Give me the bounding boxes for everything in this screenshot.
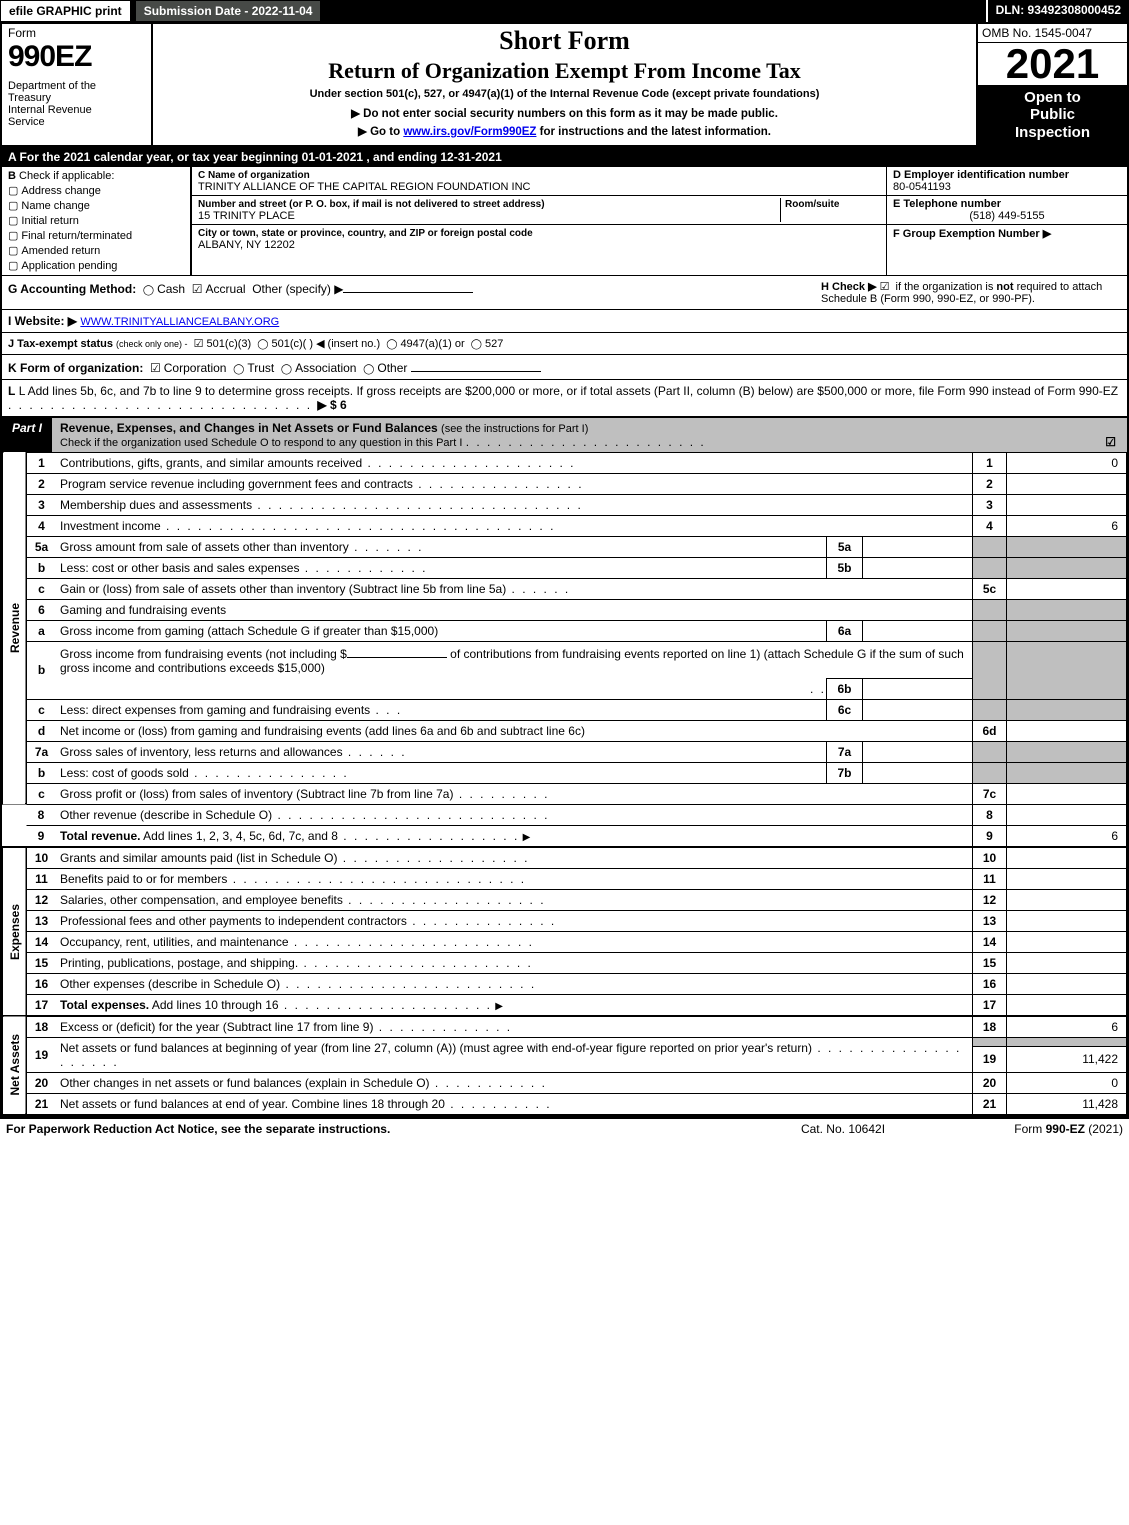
line-17-value [1007, 994, 1127, 1016]
check-address-change[interactable]: Address change [8, 184, 184, 197]
check-application-pending[interactable]: Application pending [8, 259, 184, 272]
row-l-gross-receipts: L L Add lines 5b, 6c, and 7b to line 9 t… [2, 380, 1127, 418]
org-name: TRINITY ALLIANCE OF THE CAPITAL REGION F… [198, 181, 531, 193]
line-7b-value [863, 762, 973, 783]
website-link[interactable]: WWW.TRINITYALLIANCEALBANY.ORG [80, 316, 279, 328]
top-bar: efile GRAPHIC print Submission Date - 20… [0, 0, 1129, 22]
line-21-value: 11,428 [1007, 1093, 1127, 1114]
org-corporation[interactable]: Corporation [150, 361, 226, 375]
line-6b-value [863, 678, 973, 699]
line-6c-value [863, 699, 973, 720]
cat-no: Cat. No. 10642I [743, 1122, 943, 1136]
check-initial-return[interactable]: Initial return [8, 214, 184, 227]
box-c: C Name of organization TRINITY ALLIANCE … [192, 167, 887, 275]
open-to-public: Open toPublicInspection [978, 85, 1127, 145]
check-amended-return[interactable]: Amended return [8, 244, 184, 257]
paperwork-notice: For Paperwork Reduction Act Notice, see … [6, 1122, 743, 1136]
form-header: Form 990EZ Department of theTreasuryInte… [2, 24, 1127, 147]
row-j-tax-exempt: J Tax-exempt status (check only one) - 5… [2, 333, 1127, 355]
spacer [325, 0, 985, 22]
line-10-value [1007, 847, 1127, 869]
part-i-table: Revenue 1 Contributions, gifts, grants, … [2, 452, 1127, 1115]
row-i-website: I Website: ▶ WWW.TRINITYALLIANCEALBANY.O… [2, 310, 1127, 333]
efile-print[interactable]: efile GRAPHIC print [0, 0, 131, 22]
line-11-value [1007, 868, 1127, 889]
tax-year: 2021 [978, 43, 1127, 85]
submission-date: Submission Date - 2022-11-04 [135, 0, 322, 22]
line-20-value: 0 [1007, 1072, 1127, 1093]
subtitle: Under section 501(c), 527, or 4947(a)(1)… [159, 88, 970, 100]
part-i-tag: Part I [2, 418, 52, 452]
org-other-input[interactable] [411, 359, 541, 372]
arrow-icon [523, 829, 531, 843]
check-name-change[interactable]: Name change [8, 199, 184, 212]
line-15-value [1007, 952, 1127, 973]
sub-ssn-warning: ▶ Do not enter social security numbers o… [159, 106, 970, 120]
schedule-o-check[interactable] [1105, 435, 1119, 449]
row-k-form-org: K Form of organization: Corporation Trus… [2, 355, 1127, 380]
accounting-cash[interactable]: Cash [143, 282, 185, 296]
page-footer: For Paperwork Reduction Act Notice, see … [0, 1117, 1129, 1139]
status-501c[interactable]: 501(c)( ) [257, 338, 313, 350]
line-13-value [1007, 910, 1127, 931]
line-6b-contrib-input[interactable] [347, 645, 447, 658]
line-14-value [1007, 931, 1127, 952]
section-b-c-d: B Check if applicable: Address change Na… [2, 167, 1127, 276]
line-18-value: 6 [1007, 1016, 1127, 1038]
title-short-form: Short Form [159, 26, 970, 56]
line-19-value: 11,422 [1007, 1046, 1127, 1072]
box-d-e-f: D Employer identification number 80-0541… [887, 167, 1127, 275]
org-trust[interactable]: Trust [233, 361, 274, 375]
line-7a-value [863, 741, 973, 762]
line-1-value: 0 [1007, 452, 1127, 473]
room-suite-label: Room/suite [785, 199, 839, 210]
status-4947a1[interactable]: 4947(a)(1) or [386, 338, 464, 350]
box-h: H Check ▶ if the organization is not req… [811, 280, 1121, 305]
line-2-value [1007, 473, 1127, 494]
line-12-value [1007, 889, 1127, 910]
check-final-return[interactable]: Final return/terminated [8, 229, 184, 242]
line-7c-value [1007, 783, 1127, 804]
part-i-header: Part I Revenue, Expenses, and Changes in… [2, 418, 1127, 452]
row-g-h: G Accounting Method: Cash Accrual Other … [2, 276, 1127, 310]
side-tab-revenue: Revenue [3, 452, 27, 804]
form-ref: Form 990-EZ (2021) [943, 1122, 1123, 1136]
dln: DLN: 93492308000452 [986, 0, 1129, 22]
status-527[interactable]: 527 [471, 338, 504, 350]
box-b: B Check if applicable: Address change Na… [2, 167, 192, 275]
org-association[interactable]: Association [281, 361, 357, 375]
line-5b-value [863, 557, 973, 578]
line-6d-value [1007, 720, 1127, 741]
telephone: (518) 449-5155 [893, 210, 1121, 222]
gross-receipts-amount: ▶ $ 6 [317, 398, 346, 412]
arrow-icon [495, 998, 503, 1012]
line-4-value: 6 [1007, 515, 1127, 536]
row-a-tax-year: A For the 2021 calendar year, or tax yea… [2, 147, 1127, 167]
street-address: 15 TRINITY PLACE [198, 210, 295, 222]
line-16-value [1007, 973, 1127, 994]
title-main: Return of Organization Exempt From Incom… [159, 58, 970, 84]
sub-goto: ▶ Go to www.irs.gov/Form990EZ for instru… [159, 124, 970, 138]
side-tab-expenses: Expenses [3, 847, 27, 1016]
form-number: 990EZ [8, 40, 145, 74]
accounting-other-input[interactable] [343, 280, 473, 293]
line-6a-value [863, 620, 973, 641]
ein: 80-0541193 [893, 181, 951, 193]
line-5c-value [1007, 578, 1127, 599]
form-word: Form [8, 26, 145, 40]
city-state-zip: ALBANY, NY 12202 [198, 239, 295, 251]
irs-link[interactable]: www.irs.gov/Form990EZ [403, 126, 536, 138]
status-501c3[interactable]: 501(c)(3) [194, 338, 252, 350]
dept-treasury: Department of theTreasuryInternal Revenu… [8, 80, 145, 128]
group-exemption: F Group Exemption Number ▶ [893, 228, 1051, 240]
line-9-value: 6 [1007, 825, 1127, 847]
accounting-accrual[interactable]: Accrual [192, 282, 246, 296]
side-tab-net-assets: Net Assets [3, 1016, 27, 1115]
line-3-value [1007, 494, 1127, 515]
line-5a-value [863, 536, 973, 557]
line-8-value [1007, 804, 1127, 825]
org-other[interactable]: Other [363, 361, 407, 375]
